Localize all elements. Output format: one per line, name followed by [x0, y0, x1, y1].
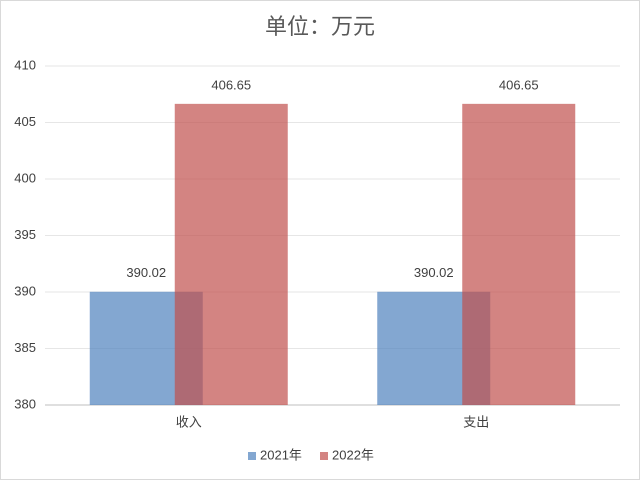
legend-swatch: [320, 452, 328, 460]
legend-label: 2022年: [332, 447, 374, 462]
y-tick-label: 390: [14, 283, 36, 298]
bar: [174, 103, 288, 405]
value-label: 390.02: [126, 265, 166, 280]
y-tick-label: 395: [14, 227, 36, 242]
y-tick-label: 405: [14, 114, 36, 129]
y-tick-label: 385: [14, 340, 36, 355]
value-label: 390.02: [414, 265, 454, 280]
value-label: 406.65: [211, 77, 251, 92]
y-tick-label: 400: [14, 170, 36, 185]
x-tick-label: 收入: [176, 414, 202, 429]
chart-title: 单位：万元: [265, 14, 375, 39]
value-label: 406.65: [499, 77, 539, 92]
y-tick-label: 410: [14, 57, 36, 72]
x-tick-label: 支出: [463, 414, 489, 429]
bar: [462, 103, 576, 405]
legend-label: 2021年: [260, 447, 302, 462]
y-tick-label: 380: [14, 396, 36, 411]
legend-swatch: [248, 452, 256, 460]
